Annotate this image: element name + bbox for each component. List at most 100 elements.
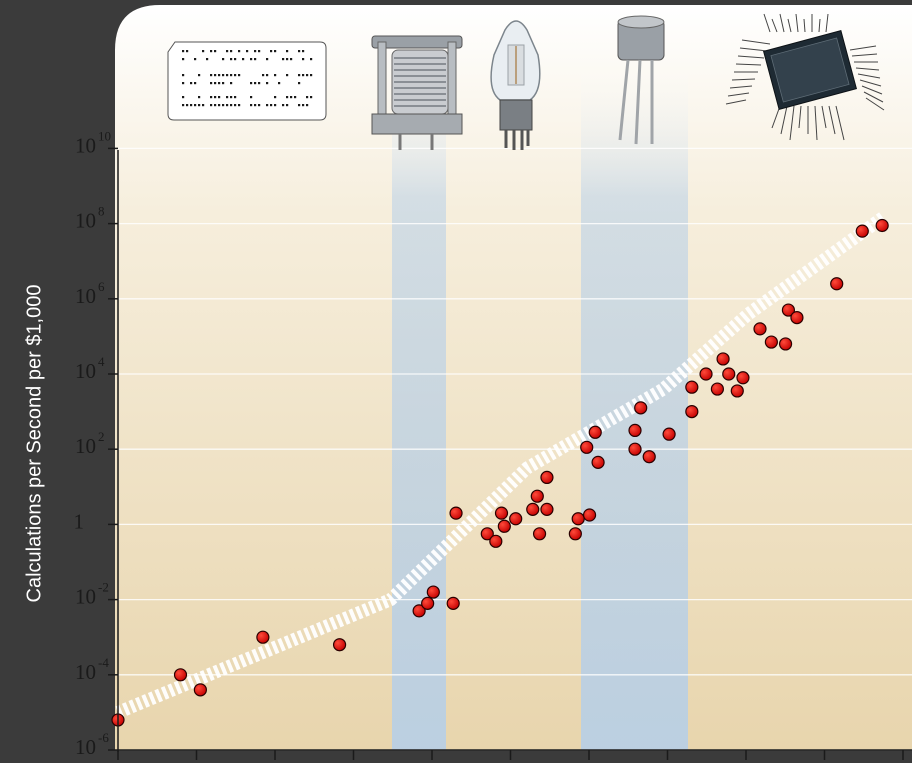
card-hole: [222, 58, 225, 61]
card-hole: [286, 96, 289, 99]
card-hole: [182, 74, 185, 77]
punch-card-icon: [167, 41, 327, 121]
data-point: [722, 367, 736, 381]
data-point: [412, 604, 426, 618]
y-tick-label: 10: [75, 209, 96, 233]
card-hole: [294, 96, 297, 99]
data-point: [628, 442, 642, 456]
y-tick-exponent: -6: [98, 730, 109, 745]
card-hole: [198, 96, 201, 99]
card-hole: [218, 104, 221, 107]
card-hole: [226, 96, 229, 99]
y-tick-exponent: 6: [98, 279, 105, 294]
card-hole: [194, 82, 197, 85]
card-hole: [210, 104, 213, 107]
integrated-circuit-icon: [725, 13, 885, 141]
card-hole: [218, 82, 221, 85]
card-hole: [298, 74, 301, 77]
ic-trace: [859, 79, 882, 87]
card-hole: [194, 104, 197, 107]
data-point: [532, 527, 547, 541]
data-point: [582, 508, 597, 522]
data-point: [790, 311, 804, 325]
data-point: [685, 380, 699, 394]
card-hole: [190, 104, 193, 107]
card-hole: [306, 104, 309, 107]
ic-trace: [814, 105, 818, 141]
y-tick-exponent: 10: [98, 128, 111, 143]
card-hole: [282, 58, 285, 61]
card-hole: [266, 82, 269, 85]
transistor-icon: [617, 15, 665, 145]
card-hole: [210, 74, 213, 77]
ic-trace: [771, 105, 781, 129]
ic-trace: [737, 55, 765, 59]
plot-area: [115, 5, 912, 750]
ic-trace: [780, 105, 788, 135]
card-hole: [274, 96, 277, 99]
card-hole: [226, 104, 229, 107]
data-point: [426, 585, 440, 599]
card-hole: [286, 104, 289, 107]
card-hole: [298, 104, 301, 107]
card-hole: [310, 74, 313, 77]
ic-trace: [771, 18, 778, 33]
data-point: [193, 683, 207, 697]
card-hole: [270, 104, 273, 107]
era-band-relay: [392, 60, 446, 750]
data-point: [480, 527, 494, 541]
ic-trace: [803, 18, 806, 33]
card-hole: [262, 74, 265, 77]
card-hole: [182, 104, 185, 107]
data-point: [568, 527, 582, 541]
data-point: [571, 512, 585, 526]
ic-trace: [731, 78, 756, 81]
card-hole: [214, 50, 217, 53]
card-hole: [210, 82, 213, 85]
card-hole: [218, 74, 221, 77]
card-hole: [286, 58, 289, 61]
card-hole: [286, 50, 289, 53]
card-hole: [258, 82, 261, 85]
card-hole: [230, 104, 233, 107]
ic-trace: [865, 97, 885, 111]
ic-trace: [763, 13, 771, 33]
data-point: [730, 384, 744, 398]
data-point: [540, 502, 554, 516]
y-tick-label: 10: [75, 735, 96, 759]
card-hole: [234, 58, 237, 61]
ic-trace: [851, 53, 878, 57]
y-tick-label: 10: [75, 434, 96, 458]
y-tick-label: 10: [75, 660, 96, 684]
card-hole: [290, 96, 293, 99]
data-point: [699, 367, 713, 381]
y-tick-label: 10: [75, 359, 96, 383]
card-hole: [242, 58, 245, 61]
card-hole: [190, 82, 193, 85]
card-hole: [210, 50, 213, 53]
ic-trace: [741, 39, 771, 45]
data-point: [530, 489, 544, 503]
card-hole: [302, 58, 305, 61]
data-point: [634, 401, 648, 415]
card-hole: [274, 74, 277, 77]
ic-trace: [727, 92, 750, 97]
ic-trace: [821, 105, 827, 129]
data-point: [716, 352, 730, 366]
card-hole: [206, 58, 209, 61]
card-hole: [278, 82, 281, 85]
ic-trace: [849, 45, 877, 51]
card-hole: [214, 96, 217, 99]
ic-trace: [795, 13, 799, 33]
card-hole: [270, 50, 273, 53]
data-point: [642, 450, 656, 464]
card-hole: [310, 58, 313, 61]
card-hole: [238, 104, 241, 107]
ic-trace: [787, 18, 792, 33]
ic-trace: [855, 67, 880, 71]
ic-trace: [863, 91, 884, 103]
y-tick-exponent: 4: [98, 354, 105, 369]
